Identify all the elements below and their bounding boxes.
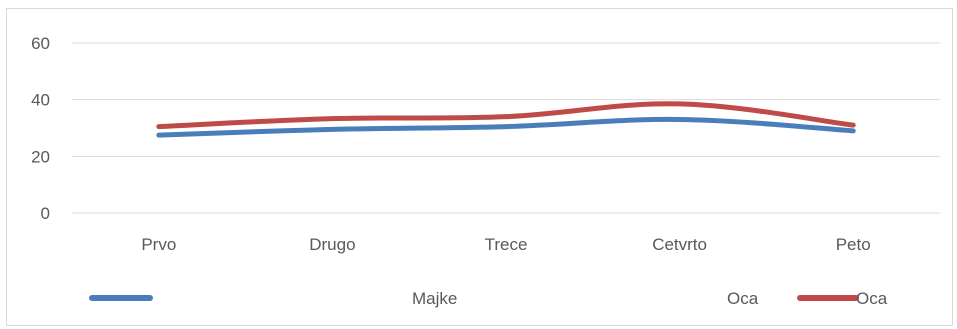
y-tick-label: 40 (31, 91, 50, 110)
legend-label-oca: Oca (856, 289, 888, 308)
legend: Majke Oca Oca (89, 289, 888, 308)
y-axis-tick-labels: 0 20 40 60 (31, 34, 50, 223)
chart-frame (6, 8, 953, 326)
legend-label-majke: Majke (412, 289, 457, 308)
x-tick-label: Prvo (141, 235, 176, 254)
x-tick-label: Drugo (309, 235, 355, 254)
y-tick-label: 20 (31, 147, 50, 166)
gridlines (72, 42, 940, 214)
x-axis-tick-labels: Prvo Drugo Trece Cetvrto Peto (141, 235, 870, 254)
series-line-majke (156, 116, 856, 138)
y-tick-label: 0 (41, 204, 50, 223)
x-tick-label: Peto (836, 235, 871, 254)
x-tick-label: Trece (485, 235, 528, 254)
series-line-oca (156, 101, 856, 130)
series-lines (156, 101, 856, 138)
legend-label-oca-stray: Oca (727, 289, 759, 308)
y-tick-label: 60 (31, 34, 50, 53)
x-tick-label: Cetvrto (652, 235, 707, 254)
